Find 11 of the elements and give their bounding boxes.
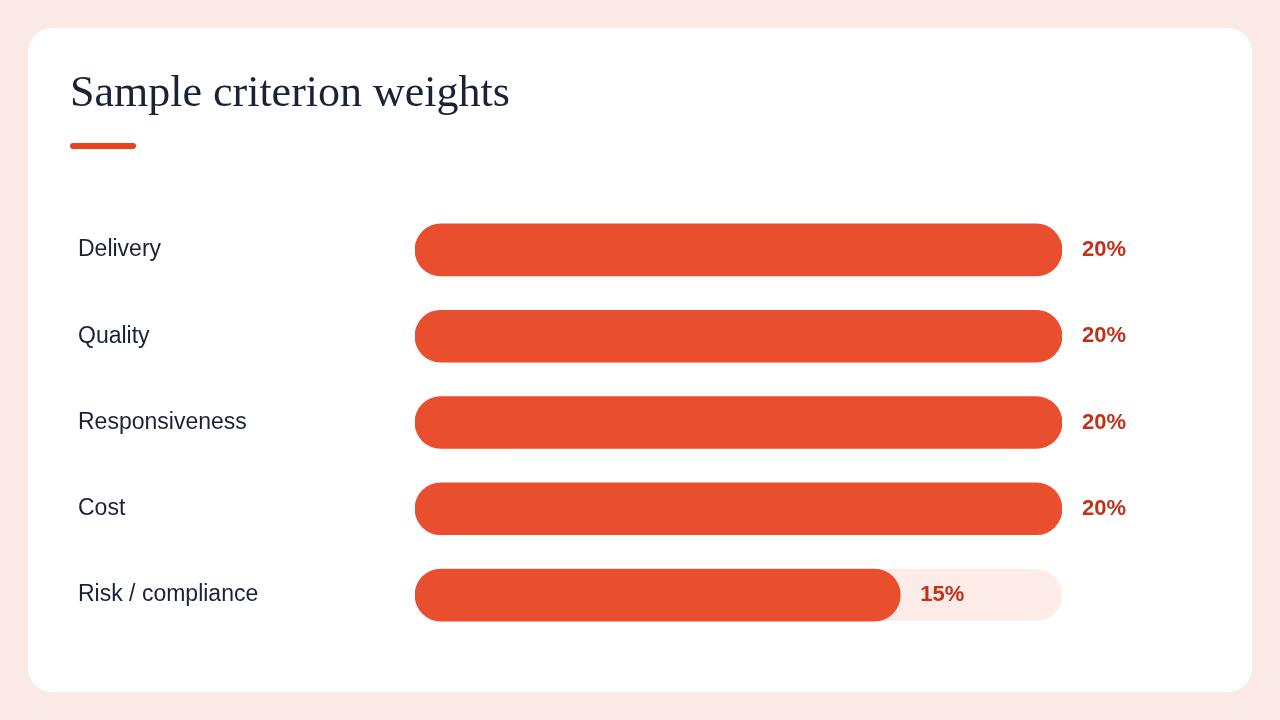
data-label: 20% bbox=[1082, 408, 1127, 434]
chart-title: Sample criterion weights bbox=[70, 66, 510, 117]
y-tick-label: Delivery bbox=[78, 235, 162, 262]
y-tick-label: Quality bbox=[78, 321, 151, 348]
data-label: 20% bbox=[1082, 236, 1127, 261]
y-tick-label: Responsiveness bbox=[78, 407, 247, 434]
y-tick-label: Risk / compliance bbox=[78, 580, 259, 607]
data-label: 15% bbox=[920, 581, 965, 607]
data-label: 20% bbox=[1082, 494, 1127, 520]
y-tick-label: Cost bbox=[78, 494, 126, 521]
data-label: 20% bbox=[1082, 322, 1127, 348]
